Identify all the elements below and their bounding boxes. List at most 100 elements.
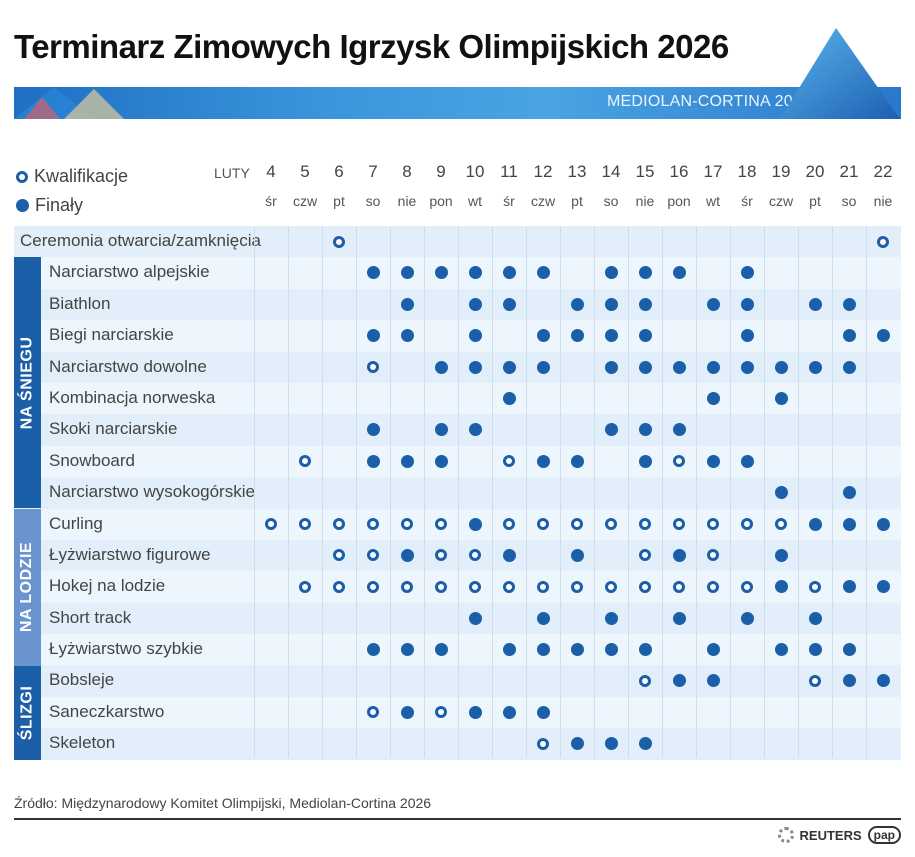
final-dot-icon (706, 643, 720, 657)
weekday: pt (809, 193, 821, 209)
qualification-circle-icon (265, 518, 277, 531)
final-dot-icon (366, 266, 380, 280)
event-cell (594, 603, 628, 634)
qualification-circle-icon (639, 580, 651, 593)
event-cell (696, 289, 730, 320)
qualification-circle-icon (537, 580, 549, 593)
event-cell (458, 603, 492, 634)
sport-label: Short track (49, 607, 132, 627)
final-dot-icon (672, 423, 686, 437)
qualification-circle-icon (639, 549, 651, 562)
event-cell (594, 352, 628, 383)
final-dot-icon (740, 266, 754, 280)
qualification-circle-icon (707, 580, 719, 593)
final-dot-icon (740, 329, 754, 343)
legend: Kwalifikacje Finały (16, 162, 128, 220)
event-cell (458, 289, 492, 320)
event-cell (696, 571, 730, 602)
filled-circle-icon (16, 199, 29, 212)
event-cell (628, 571, 662, 602)
day-number: 9 (436, 162, 446, 181)
category-band-ice: NA LODZIE (14, 508, 41, 666)
column-divider (424, 226, 425, 758)
table-row: Łyżwiarstwo figurowe (14, 539, 901, 572)
final-dot-icon (366, 454, 380, 468)
event-cell (798, 509, 832, 540)
qualification-circle-icon (435, 706, 447, 719)
event-cell (696, 446, 730, 477)
qualification-circle-icon (809, 674, 821, 687)
event-cell (492, 540, 526, 571)
event-cell (492, 383, 526, 414)
qualification-circle-icon (367, 518, 379, 531)
sport-label: Curling (49, 513, 103, 533)
final-dot-icon (434, 360, 448, 374)
final-dot-icon (842, 580, 856, 594)
weekday: pt (571, 193, 583, 209)
event-cell (458, 571, 492, 602)
event-cell (832, 289, 866, 320)
table-row: Narciarstwo dowolne (14, 351, 901, 383)
day-number: 4 (266, 162, 276, 181)
final-dot-icon (740, 297, 754, 311)
weekday: śr (503, 193, 515, 209)
event-cell (390, 540, 424, 571)
event-cell (526, 603, 560, 634)
day-number: 7 (368, 162, 378, 181)
event-cell (866, 571, 900, 602)
qualification-circle-icon (333, 580, 345, 593)
column-divider (866, 226, 867, 758)
event-cell (254, 509, 288, 540)
final-dot-icon (400, 548, 414, 562)
final-dot-icon (434, 454, 448, 468)
event-cell (458, 509, 492, 540)
final-dot-icon (604, 737, 618, 751)
event-cell (594, 289, 628, 320)
final-dot-icon (604, 297, 618, 311)
event-cell (560, 509, 594, 540)
event-cell (662, 665, 696, 696)
final-dot-icon (842, 486, 856, 500)
sport-label: Ceremonia otwarcia/zamknięcia (20, 231, 261, 250)
event-cell (288, 446, 322, 477)
event-cell (628, 540, 662, 571)
final-dot-icon (468, 611, 482, 625)
final-dot-icon (400, 454, 414, 468)
qualification-circle-icon (741, 580, 753, 593)
final-dot-icon (706, 674, 720, 688)
final-dot-icon (706, 391, 720, 405)
final-dot-icon (366, 329, 380, 343)
final-dot-icon (740, 611, 754, 625)
qualification-circle-icon (673, 518, 685, 531)
source-note: Źródło: Międzynarodowy Komitet Olimpijsk… (14, 795, 432, 811)
event-cell (730, 257, 764, 288)
event-cell (866, 665, 900, 696)
column-divider (458, 226, 459, 758)
qualification-circle-icon (333, 235, 345, 248)
event-cell (356, 352, 390, 383)
final-dot-icon (774, 643, 788, 657)
event-cell (356, 257, 390, 288)
event-cell (594, 571, 628, 602)
final-dot-icon (502, 266, 516, 280)
event-cell (662, 414, 696, 445)
final-dot-icon (366, 643, 380, 657)
column-divider (288, 226, 289, 758)
event-cell (322, 509, 356, 540)
legend-final: Finały (16, 191, 128, 220)
final-dot-icon (570, 737, 584, 751)
event-cell (492, 634, 526, 665)
event-cell (730, 289, 764, 320)
column-divider (798, 226, 799, 758)
event-cell (594, 414, 628, 445)
event-cell (764, 509, 798, 540)
event-cell (390, 634, 424, 665)
event-cell (662, 509, 696, 540)
final-dot-icon (468, 705, 482, 719)
event-cell (832, 477, 866, 508)
event-cell (560, 289, 594, 320)
sport-label: Skoki narciarskie (49, 419, 178, 439)
event-cell (424, 697, 458, 728)
final-dot-icon (434, 266, 448, 280)
table-row: Short track (14, 602, 901, 635)
